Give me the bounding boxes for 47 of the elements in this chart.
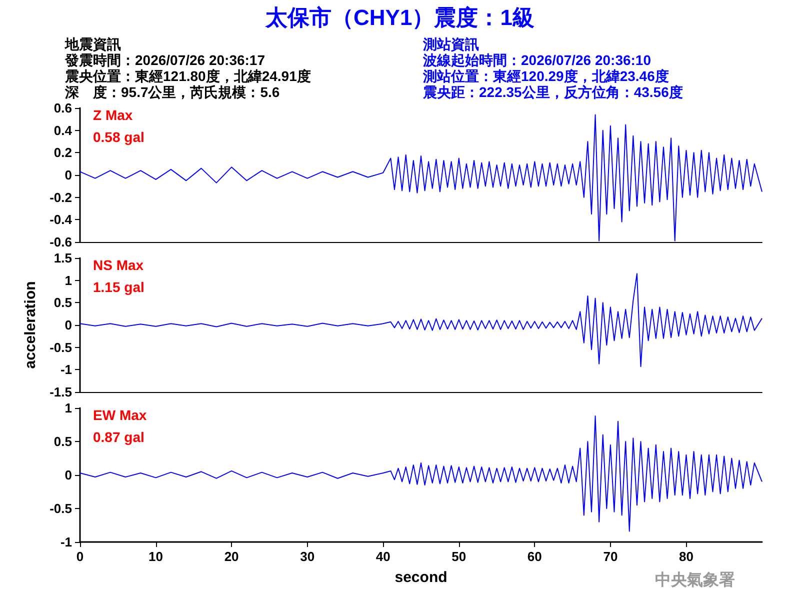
annotation: NS Max (93, 257, 144, 273)
annotation: EW Max (93, 407, 147, 423)
y-tick-label: -0.5 (50, 501, 72, 516)
annotation: Z Max (93, 107, 133, 123)
x-tick-label: 10 (148, 549, 164, 564)
y-tick-label: 1.5 (54, 250, 72, 266)
text: 測站位置：東經120.29度，北緯23.46度 (423, 68, 669, 84)
y-tick-label: 0.2 (54, 145, 72, 160)
x-tick-label: 60 (527, 549, 542, 564)
y-tick-label: 1 (64, 400, 72, 416)
x-axis-title: second (394, 569, 448, 586)
x-tick-label: 70 (603, 549, 618, 564)
text: 震央位置：東經121.80度，北緯24.91度 (65, 68, 311, 84)
x-tick-label: 80 (678, 549, 694, 564)
y-tick-label: 0.5 (54, 295, 72, 310)
y-tick-label: 0 (64, 468, 72, 482)
annotation: 1.15 gal (93, 279, 144, 295)
annotation: 0.87 gal (93, 429, 144, 445)
x-tick-label: 40 (376, 549, 390, 564)
y-tick-label: 0.4 (54, 122, 73, 138)
x-tick-label: 0 (76, 549, 84, 564)
y-tick-label: -1 (60, 534, 72, 550)
x-tick-label: 50 (452, 549, 466, 564)
text: 深 度：95.7公里，芮氏規模：5.6 (65, 84, 280, 100)
x-tick-label: 30 (300, 549, 315, 564)
text: 地震資訊 (65, 36, 121, 52)
annotation: 0.58 gal (93, 129, 144, 145)
y-tick-label: -0.2 (50, 190, 72, 205)
text: 震央距：222.35公里，反方位角：43.56度 (423, 84, 683, 100)
y-tick-label: -1 (60, 362, 72, 378)
y-tick-label: 0.6 (54, 100, 72, 116)
text: 波線起始時間：2026/07/26 20:36:10 (423, 52, 651, 68)
text: 中央氣象署 (655, 570, 735, 590)
y-tick-label: -0.5 (50, 340, 72, 355)
text: 測站資訊 (423, 36, 479, 52)
y-tick-label: -0.4 (50, 212, 73, 228)
text: 發震時間：2026/07/26 20:36:17 (65, 52, 265, 68)
y-tick-label: -0.6 (50, 234, 72, 250)
y-tick-label: -1.5 (50, 384, 72, 400)
chart-title: 太保市（CHY1）震度：1級 (264, 4, 536, 32)
y-tick-label: 0.5 (54, 434, 72, 449)
y-tick-label: 0 (64, 168, 72, 182)
y-axis-title: acceleration (22, 281, 39, 369)
x-tick-label: 20 (224, 549, 239, 564)
y-tick-label: 1 (64, 272, 72, 288)
line-series (80, 273, 762, 368)
y-tick-label: 0 (64, 318, 72, 332)
